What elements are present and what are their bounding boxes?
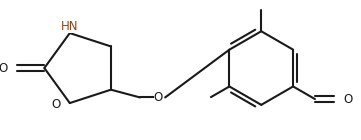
Text: O: O <box>154 91 163 104</box>
Text: O: O <box>52 99 61 111</box>
Text: O: O <box>343 93 352 106</box>
Text: O: O <box>0 62 8 75</box>
Text: HN: HN <box>61 20 79 33</box>
